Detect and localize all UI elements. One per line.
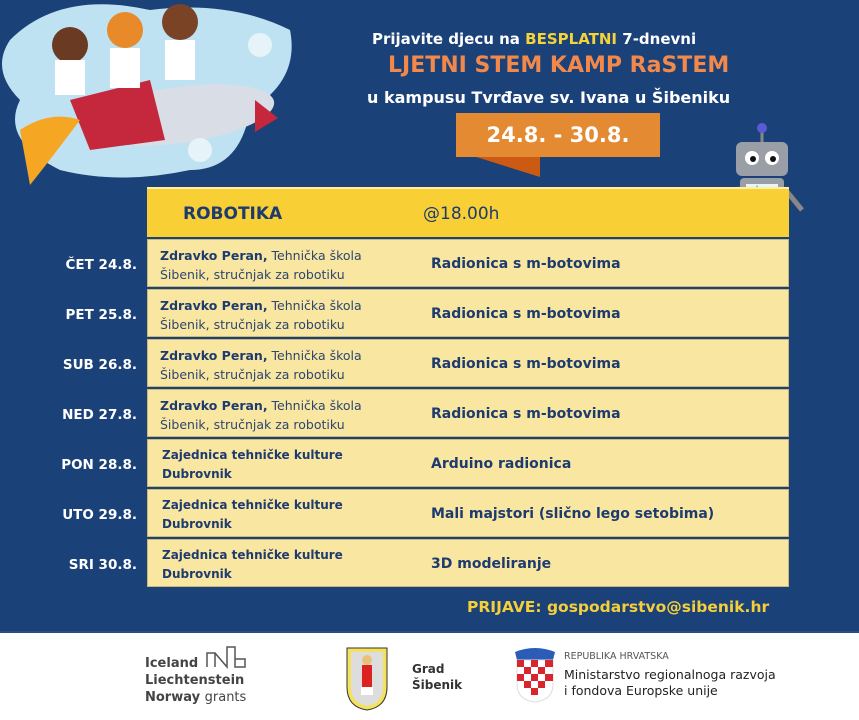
presenter: Zdravko Peran, Tehnička škola Šibenik, st…	[160, 246, 362, 284]
day-label: SUB 26.8.	[62, 357, 137, 373]
eea-iceland: Iceland	[145, 656, 199, 671]
location-text: u kampusu Tvrđave sv. Ivana u Šibeniku	[367, 88, 731, 107]
city-label: Grad Šibenik	[412, 661, 462, 693]
day-label: NED 27.8.	[62, 407, 137, 423]
signup-email[interactable]: PRIJAVE: gospodarstvo@sibenik.hr	[467, 598, 770, 616]
presenter: Zdravko Peran, Tehnička škola Šibenik, st…	[160, 346, 362, 384]
republic-label: REPUBLIKA HRVATSKA	[564, 651, 669, 662]
presenter-org: Tehnička škola	[267, 298, 362, 313]
kids-rocket-illustration	[2, 4, 292, 185]
track-title: ROBOTIKA	[183, 204, 283, 224]
schedule-row: Zdravko Peran, Tehnička škola Šibenik, st…	[147, 389, 789, 437]
schedule-row: Zajednica tehničke kulture Dubrovnik Mali …	[147, 489, 789, 537]
presenter: Zajednica tehničke kulture Dubrovnik	[162, 496, 343, 534]
presenter-name: Zdravko Peran,	[160, 248, 268, 263]
presenter-name: Zdravko Peran,	[160, 298, 268, 313]
croatia-coat-of-arms-icon	[515, 648, 555, 703]
schedule-row: Zdravko Peran, Tehnička škola Šibenik, st…	[147, 289, 789, 337]
rocket-icon	[20, 80, 278, 185]
eea-logo-mark	[206, 646, 246, 669]
presenter-org: Tehnička škola	[267, 248, 362, 263]
activity: Radionica s m-botovima	[431, 356, 621, 372]
presenter-org-line2: Šibenik, stručnjak za robotiku	[160, 417, 345, 432]
date-banner: 24.8. - 30.8.	[456, 113, 660, 157]
schedule-header: ROBOTIKA @18.00h	[147, 187, 789, 237]
presenter-org-line2: Dubrovnik	[162, 567, 232, 581]
city-label-2: Šibenik	[412, 678, 463, 692]
duration-text: 7-dnevni	[622, 30, 697, 48]
activity: Radionica s m-botovima	[431, 256, 621, 272]
presenter-org-line2: Šibenik, stručnjak za robotiku	[160, 317, 345, 332]
presenter-name: Zdravko Peran,	[160, 398, 268, 413]
ministry-label: Ministarstvo regionalnoga razvoja i fondo…	[564, 667, 776, 699]
presenter-org-line2: Šibenik, stručnjak za robotiku	[160, 367, 345, 382]
presenter-org: Tehnička škola	[267, 398, 362, 413]
presenter-org: Zajednica tehničke kulture	[162, 548, 343, 562]
ministry-line-2: i fondova Europske unije	[564, 683, 718, 698]
activity: Radionica s m-botovima	[431, 306, 621, 322]
city-label-1: Grad	[412, 662, 445, 676]
free-highlight: BESPLATNI	[525, 30, 618, 48]
activity: 3D modeliranje	[431, 556, 552, 572]
intro-line: Prijavite djecu na BESPLATNI 7-dnevni	[372, 30, 696, 48]
schedule-row: Zajednica tehničke kulture Dubrovnik 3D mo…	[147, 539, 789, 587]
activity: Mali majstori (slično lego setobima)	[431, 506, 715, 522]
presenter-org: Tehnička škola	[267, 348, 362, 363]
activity: Arduino radionica	[431, 456, 572, 472]
day-label: PET 25.8.	[65, 307, 137, 323]
presenter-name: Zdravko Peran,	[160, 348, 268, 363]
track-time: @18.00h	[423, 204, 500, 224]
sibenik-coat-of-arms-icon	[346, 647, 388, 711]
eea-grants-logo: Iceland Liechtenstein Norway grants	[145, 655, 246, 706]
presenter-org-line2: Dubrovnik	[162, 467, 232, 481]
ministry-line-1: Ministarstvo regionalnoga razvoja	[564, 667, 776, 682]
eea-grants: grants	[204, 690, 247, 705]
date-banner-tail	[470, 155, 540, 177]
day-label: PON 28.8.	[61, 457, 137, 473]
intro-text: Prijavite djecu na	[372, 30, 520, 48]
presenter-org-line2: Šibenik, stručnjak za robotiku	[160, 267, 345, 282]
presenter-org-line2: Dubrovnik	[162, 517, 232, 531]
presenter-org: Zajednica tehničke kulture	[162, 498, 343, 512]
presenter: Zajednica tehničke kulture Dubrovnik	[162, 546, 343, 584]
schedule-row: Zdravko Peran, Tehnička škola Šibenik, st…	[147, 339, 789, 387]
schedule-row: Zajednica tehničke kulture Dubrovnik Ardui…	[147, 439, 789, 487]
activity: Radionica s m-botovima	[431, 406, 621, 422]
presenter-org: Zajednica tehničke kulture	[162, 448, 343, 462]
day-label: ČET 24.8.	[65, 257, 137, 273]
day-label: SRI 30.8.	[68, 557, 137, 573]
schedule-row: Zdravko Peran, Tehnička škola Šibenik, st…	[147, 239, 789, 287]
presenter: Zdravko Peran, Tehnička škola Šibenik, st…	[160, 296, 362, 334]
eea-norway: Norway	[145, 690, 201, 705]
presenter: Zajednica tehničke kulture Dubrovnik	[162, 446, 343, 484]
camp-title: LJETNI STEM KAMP RaSTEM	[388, 53, 730, 78]
day-label: UTO 29.8.	[62, 507, 137, 523]
presenter: Zdravko Peran, Tehnička škola Šibenik, st…	[160, 396, 362, 434]
sponsor-footer: Iceland Liechtenstein Norway grants Grad…	[0, 631, 859, 720]
eea-liechtenstein: Liechtenstein	[145, 673, 245, 688]
